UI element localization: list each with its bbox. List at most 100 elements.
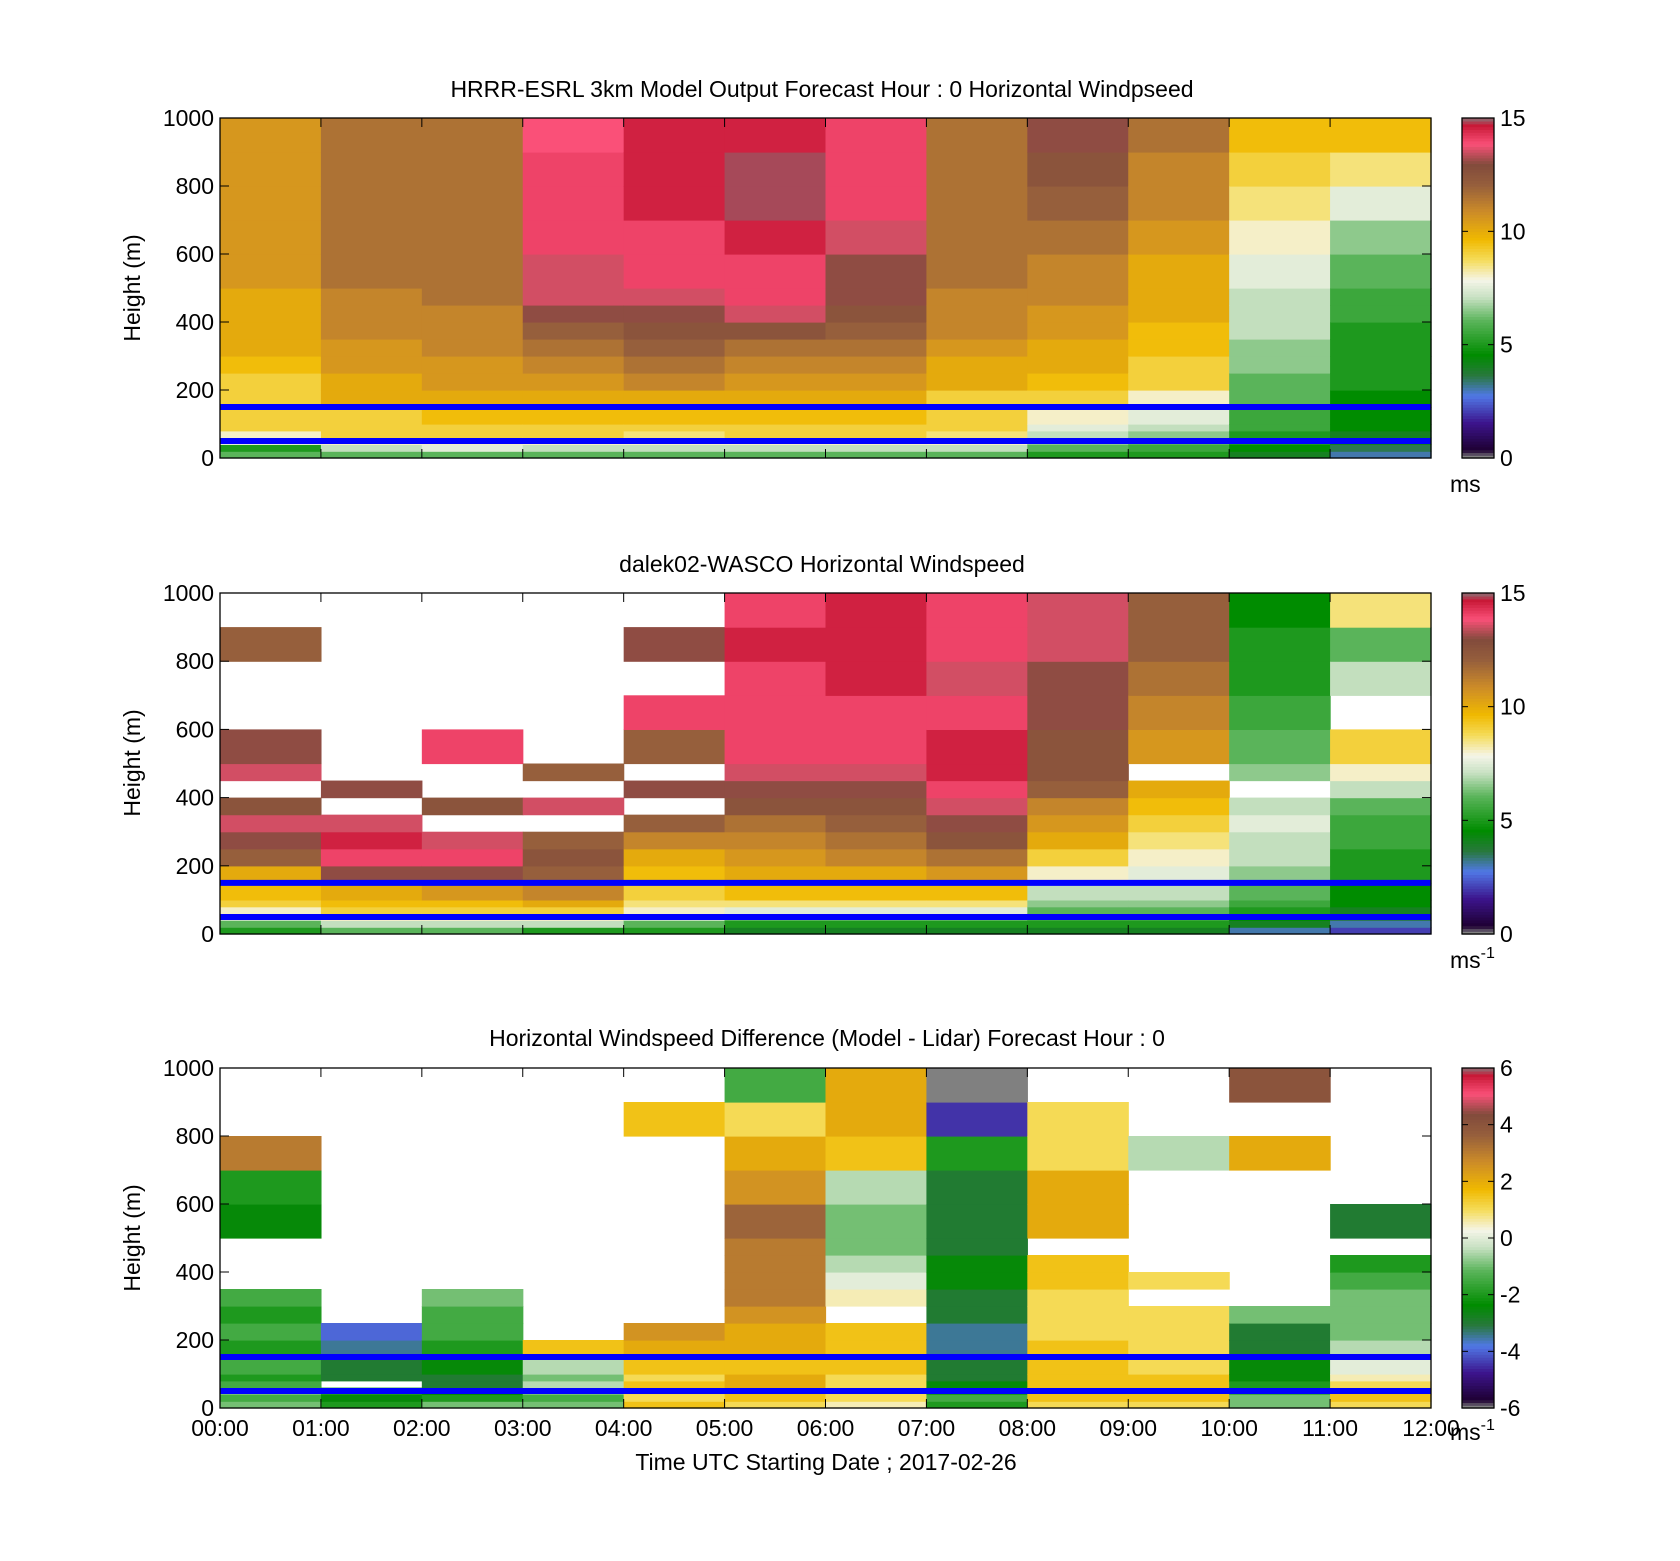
heatmap-cell bbox=[1330, 1394, 1432, 1402]
heatmap-cell bbox=[724, 288, 827, 306]
colorbar-segment bbox=[1462, 914, 1494, 918]
heatmap-cell bbox=[220, 1170, 322, 1205]
colorbar-segment bbox=[1462, 1374, 1494, 1378]
colorbar-segment bbox=[1462, 828, 1494, 833]
heatmap-cell bbox=[825, 882, 928, 901]
colorbar-segment bbox=[1462, 1337, 1494, 1341]
colorbar-segment bbox=[1462, 860, 1494, 864]
heatmap-cell bbox=[320, 1394, 423, 1402]
x-tick-label: 06:00 bbox=[797, 1415, 855, 1441]
panel-model-colorbar: 0 5 10 15 ms bbox=[1450, 105, 1526, 497]
heatmap-cell bbox=[926, 288, 1028, 306]
heatmap-cell bbox=[1330, 424, 1432, 432]
colorbar-segment bbox=[1462, 885, 1494, 890]
heatmap-cell bbox=[1229, 831, 1331, 850]
heatmap-cell bbox=[926, 729, 1028, 765]
colorbar-segment bbox=[1462, 1393, 1494, 1398]
heatmap-cell bbox=[623, 814, 726, 833]
colorbar-segment bbox=[1462, 1402, 1494, 1406]
colorbar-segment bbox=[1462, 857, 1494, 861]
heatmap-cell bbox=[825, 661, 928, 696]
heatmap-cell bbox=[926, 1255, 1028, 1273]
colorbar-segment bbox=[1462, 1102, 1494, 1106]
heatmap-cell bbox=[724, 373, 827, 391]
heatmap-cell bbox=[825, 1323, 928, 1341]
heatmap-cell bbox=[220, 444, 322, 452]
colorbar-segment bbox=[1462, 840, 1494, 844]
heatmap-cell bbox=[1128, 451, 1230, 459]
colorbar-segment bbox=[1462, 339, 1494, 343]
heatmap-cell bbox=[1330, 848, 1432, 867]
colorbar-segment bbox=[1462, 1277, 1494, 1282]
colorbar-segment bbox=[1462, 324, 1494, 329]
colorbar-segment bbox=[1462, 746, 1494, 750]
colorbar-segment bbox=[1462, 894, 1494, 898]
colorbar-segment bbox=[1462, 1130, 1494, 1134]
heatmap-cell bbox=[926, 390, 1028, 408]
colorbar-segment bbox=[1462, 655, 1494, 660]
colorbar-segment bbox=[1462, 658, 1494, 662]
colorbar-segment bbox=[1462, 644, 1494, 648]
heatmap-cell bbox=[926, 1374, 1028, 1382]
heatmap-cell bbox=[724, 906, 827, 915]
heatmap-cell bbox=[724, 118, 827, 153]
heatmap-cell bbox=[724, 1289, 827, 1307]
heatmap-cell bbox=[421, 1340, 524, 1358]
heatmap-cell bbox=[825, 339, 928, 357]
panel-lidar-title: dalek02-WASCO Horizontal Windspeed bbox=[619, 551, 1025, 577]
x-tick-label: 04:00 bbox=[595, 1415, 653, 1441]
heatmap-cell bbox=[724, 865, 827, 884]
heatmap-cell bbox=[1229, 814, 1331, 833]
heatmap-cell bbox=[724, 339, 827, 357]
colorbar-segment bbox=[1462, 203, 1494, 207]
heatmap-cell bbox=[522, 339, 625, 357]
colorbar-segment bbox=[1462, 285, 1494, 289]
heatmap-cell bbox=[623, 831, 726, 850]
colorbar-segment bbox=[1462, 140, 1494, 145]
heatmap-cell bbox=[926, 927, 1028, 935]
colorbar-segment bbox=[1462, 669, 1494, 674]
colorbar-segment bbox=[1462, 160, 1494, 165]
heatmap-cell bbox=[825, 424, 928, 432]
colorbar-segment bbox=[1462, 1229, 1494, 1234]
heatmap-cell bbox=[724, 882, 827, 901]
colorbar-segment bbox=[1462, 1320, 1494, 1324]
heatmap-cell bbox=[623, 288, 726, 306]
y-tick-label: 400 bbox=[176, 309, 214, 335]
heatmap-cell bbox=[623, 152, 726, 187]
colorbar-segment bbox=[1462, 820, 1494, 824]
heatmap-cell bbox=[1229, 927, 1331, 935]
heatmap-cell bbox=[320, 1357, 423, 1375]
heatmap-cell bbox=[421, 920, 524, 928]
colorbar-segment bbox=[1462, 344, 1494, 349]
x-axis-label: Time UTC Starting Date ; 2017-02-26 bbox=[635, 1449, 1016, 1475]
colorbar-segment bbox=[1462, 1167, 1494, 1171]
heatmap-cell bbox=[1027, 1136, 1129, 1171]
colorbar-segment bbox=[1462, 1317, 1494, 1321]
heatmap-cell bbox=[522, 118, 625, 153]
heatmap-cell bbox=[1229, 1394, 1331, 1402]
colorbar-tick-label: -4 bbox=[1500, 1338, 1521, 1364]
y-tick-label: 1000 bbox=[163, 1055, 214, 1081]
heatmap-cell bbox=[1027, 593, 1129, 628]
heatmap-cell bbox=[320, 407, 423, 425]
heatmap-cell bbox=[926, 1068, 1028, 1103]
heatmap-cell bbox=[421, 254, 524, 289]
colorbar-segment bbox=[1462, 412, 1494, 417]
heatmap-cell bbox=[421, 407, 524, 425]
colorbar-segment bbox=[1462, 712, 1494, 716]
heatmap-cell bbox=[926, 814, 1028, 833]
heatmap-cell bbox=[220, 848, 322, 867]
colorbar-segment bbox=[1462, 837, 1494, 841]
colorbar-segment bbox=[1462, 290, 1494, 295]
heatmap-cell bbox=[1128, 882, 1230, 901]
heatmap-cell bbox=[421, 906, 524, 915]
panel-model-markers bbox=[220, 404, 1431, 444]
x-tick-label: 00:00 bbox=[191, 1415, 249, 1441]
colorbar-segment bbox=[1462, 455, 1494, 459]
heatmap-cell bbox=[926, 152, 1028, 187]
colorbar-segment bbox=[1462, 1119, 1494, 1123]
panel-model-title: HRRR-ESRL 3km Model Output Forecast Hour… bbox=[450, 76, 1193, 102]
heatmap-cell bbox=[1128, 118, 1230, 153]
colorbar-frame bbox=[1461, 592, 1495, 935]
